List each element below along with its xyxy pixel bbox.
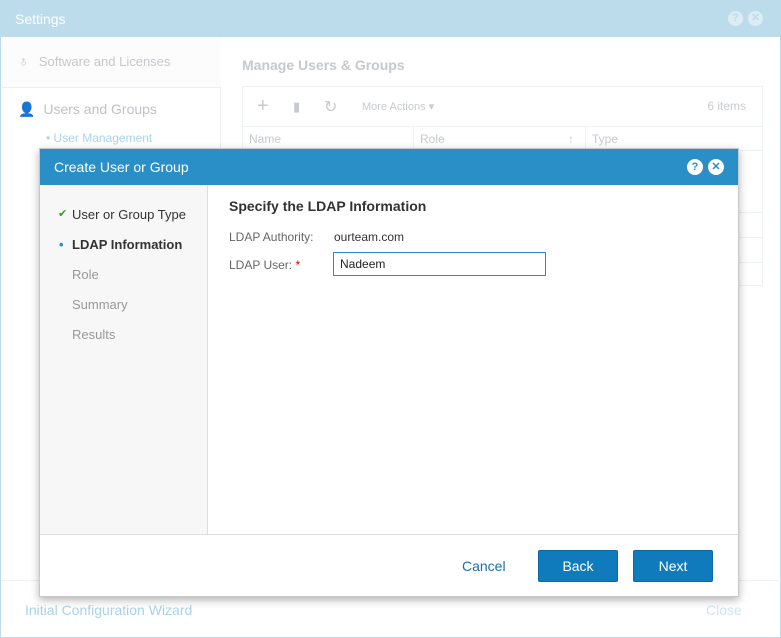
ldap-authority-value: ourteam.com: [334, 230, 405, 244]
close-icon[interactable]: ✕: [748, 11, 763, 26]
required-mark: *: [295, 258, 301, 272]
trash-icon[interactable]: ▮: [293, 99, 301, 114]
step-summary: Summary: [72, 297, 128, 312]
step-role: Role: [72, 267, 99, 282]
sort-asc-icon[interactable]: ↑: [568, 132, 574, 146]
items-count: 6 items: [707, 99, 746, 113]
help-icon[interactable]: ?: [687, 159, 703, 175]
close-icon[interactable]: ✕: [708, 159, 724, 175]
create-user-dialog: Create User or Group ? ✕ ✔ User or Group …: [39, 148, 739, 597]
check-icon: ✔: [58, 208, 68, 220]
refresh-icon[interactable]: ↻: [324, 99, 338, 116]
next-button[interactable]: Next: [633, 550, 713, 582]
help-icon[interactable]: ?: [728, 11, 743, 26]
sidebar-item-software[interactable]: ♁ Software and Licenses: [2, 37, 221, 88]
ldap-user-label: LDAP User: *: [229, 258, 301, 272]
form-heading: Specify the LDAP Information: [229, 198, 427, 214]
grid-toolbar: + ▮ ↻ More Actions ▾ 6 items: [243, 87, 762, 127]
more-actions-dropdown[interactable]: More Actions ▾: [362, 101, 435, 113]
column-type[interactable]: Type: [592, 132, 619, 146]
sidebar-item-user-management[interactable]: • User Management: [46, 131, 153, 145]
sidebar-item-users[interactable]: 👤 Users and Groups: [18, 101, 157, 117]
award-icon: ♁: [18, 53, 30, 70]
user-icon: 👤: [18, 101, 36, 117]
column-name[interactable]: Name: [249, 132, 282, 146]
ldap-user-input[interactable]: [333, 252, 546, 276]
add-icon[interactable]: +: [257, 95, 269, 117]
wizard-steps: ✔ User or Group Type • LDAP Information Ro…: [40, 185, 208, 534]
step-ldap-information: • LDAP Information: [59, 237, 183, 252]
cancel-button[interactable]: Cancel: [462, 558, 506, 574]
initial-configuration-wizard-link[interactable]: Initial Configuration Wizard: [25, 602, 193, 618]
settings-title-bar: Settings: [1, 0, 781, 37]
column-role[interactable]: Role: [420, 132, 445, 146]
current-dot-icon: •: [59, 237, 64, 252]
page-title: Manage Users & Groups: [242, 57, 405, 73]
step-user-or-group-type: ✔ User or Group Type: [58, 207, 186, 222]
step-results: Results: [72, 327, 116, 342]
ldap-authority-label: LDAP Authority:: [229, 230, 314, 244]
settings-title: Settings: [15, 11, 66, 27]
dialog-title: Create User or Group: [54, 159, 189, 175]
dialog-footer: Cancel Back Next: [40, 534, 738, 596]
back-button[interactable]: Back: [538, 550, 618, 582]
close-link[interactable]: Close: [706, 602, 742, 618]
dialog-header: Create User or Group: [40, 149, 738, 185]
